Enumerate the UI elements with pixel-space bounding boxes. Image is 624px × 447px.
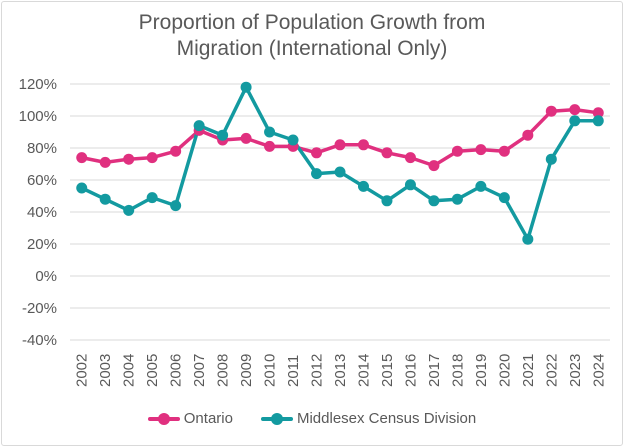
point-ontario-2019: [475, 144, 487, 156]
x-tick-label: 2019: [473, 354, 490, 387]
y-tick-label: 20%: [27, 236, 57, 253]
point-middlesex-census-division-2007: [193, 120, 205, 132]
point-middlesex-census-division-2017: [428, 195, 440, 207]
x-tick-label: 2011: [285, 355, 302, 387]
y-tick-label: 0%: [35, 268, 57, 285]
point-middlesex-census-division-2021: [522, 233, 534, 245]
point-ontario-2004: [123, 153, 135, 165]
x-tick-label: 2024: [590, 354, 607, 387]
point-ontario-2010: [264, 140, 276, 152]
chart-title: Proportion of Population Growth from Mig…: [0, 10, 624, 62]
point-middlesex-census-division-2003: [99, 193, 111, 205]
point-middlesex-census-division-2020: [498, 192, 510, 204]
y-tick-label: 40%: [27, 204, 57, 221]
legend-item-middlesex: Middlesex Census Division: [260, 410, 477, 427]
point-ontario-2005: [146, 152, 158, 164]
legend-dot-ontario: [157, 412, 170, 425]
x-tick-label: 2008: [215, 354, 232, 387]
gridlines: [70, 83, 610, 341]
series-line-ontario: [79, 107, 601, 168]
x-tick-label: 2020: [496, 354, 513, 387]
x-axis-labels: 2002 2003 2004 2005 2006 2007 2008 2009 2010 2011…: [74, 354, 608, 387]
point-middlesex-census-division-2002: [76, 182, 88, 194]
point-middlesex-census-division-2016: [404, 179, 416, 191]
point-middlesex-census-division-2018: [451, 193, 463, 205]
point-middlesex-census-division-2009: [240, 81, 252, 93]
x-tick-label: 2013: [332, 354, 349, 387]
point-ontario-2012: [311, 147, 323, 159]
y-tick-label: 120%: [19, 76, 57, 93]
point-ontario-2014: [357, 139, 369, 151]
legend-label-ontario: Ontario: [183, 410, 233, 427]
series-points: [76, 81, 604, 245]
point-middlesex-census-division-2008: [217, 129, 229, 141]
point-middlesex-census-division-2014: [357, 180, 369, 192]
y-tick-label: -20%: [22, 300, 57, 317]
x-tick-label: 2002: [74, 354, 91, 387]
point-middlesex-census-division-2023: [569, 115, 581, 127]
x-tick-label: 2022: [543, 354, 560, 387]
y-axis-labels: -40% -20% 0% 20% 40% 60% 80% 100% 120%: [19, 76, 57, 349]
x-tick-label: 2012: [309, 354, 326, 387]
y-tick-label: -40%: [22, 332, 57, 349]
x-tick-label: 2017: [426, 354, 443, 387]
x-tick-label: 2010: [262, 354, 279, 387]
point-middlesex-census-division-2019: [475, 180, 487, 192]
y-tick-label: 80%: [27, 140, 57, 157]
point-middlesex-census-division-2006: [170, 200, 182, 212]
x-tick-label: 2005: [144, 354, 161, 387]
point-ontario-2006: [170, 145, 182, 157]
series-lines: [79, 85, 601, 241]
point-ontario-2021: [522, 129, 534, 141]
point-ontario-2016: [404, 152, 416, 164]
point-middlesex-census-division-2022: [545, 153, 557, 165]
chart-title-line-2: Migration (International Only): [176, 37, 448, 60]
point-ontario-2013: [334, 139, 346, 151]
chart-title-line-1: Proportion of Population Growth from: [138, 11, 486, 34]
legend-label-middlesex: Middlesex Census Division: [296, 410, 477, 427]
point-middlesex-census-division-2013: [334, 166, 346, 178]
point-middlesex-census-division-2010: [264, 126, 276, 138]
point-ontario-2009: [240, 132, 252, 144]
x-tick-label: 2007: [191, 354, 208, 387]
x-tick-label: 2009: [238, 354, 255, 387]
point-ontario-2018: [451, 145, 463, 157]
point-ontario-2015: [381, 147, 393, 159]
x-tick-label: 2014: [355, 354, 372, 387]
x-tick-label: 2018: [449, 354, 466, 387]
legend-marker-ontario: [147, 412, 180, 426]
x-tick-label: 2003: [97, 354, 114, 387]
legend-dot-middlesex: [270, 412, 283, 425]
point-ontario-2020: [498, 145, 510, 157]
x-tick-label: 2021: [520, 354, 537, 387]
point-middlesex-census-division-2012: [311, 168, 323, 180]
x-tick-label: 2015: [379, 354, 396, 387]
point-ontario-2002: [76, 152, 88, 164]
point-ontario-2024: [592, 107, 604, 119]
x-tick-label: 2004: [121, 354, 138, 387]
x-tick-label: 2016: [402, 354, 419, 387]
point-middlesex-census-division-2024: [592, 115, 604, 127]
point-middlesex-census-division-2011: [287, 134, 299, 146]
x-tick-label: 2023: [567, 354, 584, 387]
point-ontario-2003: [99, 156, 111, 168]
y-tick-label: 100%: [19, 108, 57, 125]
point-ontario-2023: [569, 104, 581, 116]
y-tick-label: 60%: [27, 172, 57, 189]
point-middlesex-census-division-2004: [123, 204, 135, 216]
legend-marker-middlesex: [260, 412, 293, 426]
point-middlesex-census-division-2015: [381, 195, 393, 207]
point-ontario-2017: [428, 160, 440, 172]
series-line-middlesex-census-division: [79, 85, 601, 241]
legend-item-ontario: Ontario: [147, 410, 233, 427]
point-middlesex-census-division-2005: [146, 192, 158, 204]
legend: Ontario Middlesex Census Division: [0, 410, 624, 427]
point-ontario-2022: [545, 105, 557, 117]
x-tick-label: 2006: [168, 354, 185, 387]
